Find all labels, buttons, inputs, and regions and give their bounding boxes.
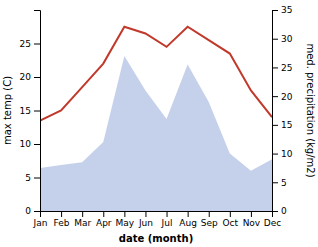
tick-mark	[34, 144, 40, 145]
tick-label: 25	[281, 63, 292, 73]
tick-label: Jul	[161, 218, 173, 228]
tick-label: 0	[25, 206, 31, 216]
y2-axis: 0 5 10 15 20 25 30 35	[272, 5, 293, 216]
tick-mark	[188, 211, 189, 217]
tick-mark	[34, 77, 40, 78]
tick-mark	[34, 111, 40, 112]
tick-mark	[145, 211, 146, 217]
tick: Mar	[74, 211, 91, 228]
tick-mark	[272, 96, 278, 97]
x-axis: Jan Feb Mar Apr MayJun Jul Aug Sep Oct NovDec	[33, 211, 282, 228]
tick-label: Dec	[264, 218, 281, 228]
tick-mark	[272, 39, 278, 40]
tick-label: Mar	[74, 218, 91, 228]
axis-line	[273, 11, 279, 212]
tick: 5	[25, 173, 40, 183]
y-axis-title: max temp (C)	[2, 76, 13, 145]
tick-mark	[124, 211, 125, 217]
tick-mark	[34, 178, 40, 179]
axis-line	[41, 212, 273, 218]
line	[40, 27, 272, 121]
tick-label: 10	[20, 139, 32, 149]
tick-label: 0	[281, 206, 287, 216]
tick: 10	[272, 149, 293, 159]
tick: 20	[272, 92, 293, 102]
tick: 25	[272, 63, 292, 73]
tick-label: Aug	[179, 218, 197, 228]
tick: Aug	[179, 211, 197, 228]
tick: 15	[20, 106, 40, 116]
tick-mark	[272, 67, 278, 68]
tick: Feb	[54, 211, 70, 228]
x-axis-title: date (month)	[119, 233, 193, 244]
tick: 0	[272, 206, 287, 216]
tick-mark	[272, 154, 278, 155]
tick-mark	[82, 211, 83, 217]
tick-mark	[61, 211, 62, 217]
tick-mark	[272, 182, 278, 183]
y2-axis-title: med. precipitation (kg/m2)	[305, 43, 316, 177]
tick: Oct	[223, 211, 239, 228]
tick-mark	[272, 125, 278, 126]
tick: 10	[20, 139, 40, 149]
tick: Apr	[96, 211, 112, 228]
tick: Jun	[138, 211, 153, 228]
tick-label: May	[116, 218, 135, 228]
tick-mark	[209, 211, 210, 217]
tick-label: 20	[281, 92, 293, 102]
tick-mark	[34, 211, 40, 212]
tick-label: 10	[281, 149, 293, 159]
tick-mark	[272, 10, 278, 11]
tick-label: Oct	[223, 218, 239, 228]
tick-label: 20	[20, 72, 32, 82]
tick: Jul	[161, 211, 173, 228]
tick-mark	[103, 211, 104, 217]
tick-label: 15	[281, 120, 292, 130]
tick: Jan	[33, 211, 48, 228]
tick: 0	[25, 206, 40, 216]
tick-label: Apr	[96, 218, 112, 228]
tick-mark	[251, 211, 252, 217]
tick-label: Feb	[54, 218, 70, 228]
tick-label: 30	[281, 34, 293, 44]
tick-mark	[167, 211, 168, 217]
tick-label: Jun	[138, 218, 153, 228]
tick: Dec	[264, 211, 281, 228]
tick: 25	[20, 39, 40, 49]
axis-line	[34, 11, 41, 212]
tick-label: 15	[20, 106, 31, 116]
tick: 20	[20, 72, 40, 82]
tick-mark	[272, 211, 278, 212]
tick: 15	[272, 120, 292, 130]
tick: 5	[272, 178, 287, 188]
tick-label: Sep	[201, 218, 218, 228]
tick-label: 25	[20, 39, 31, 49]
tick-label: 5	[25, 173, 31, 183]
tick: May	[116, 211, 135, 228]
plot-area	[40, 27, 272, 211]
tick-label: 35	[281, 5, 292, 15]
tick-label: Jan	[33, 218, 48, 228]
tick-mark	[230, 211, 231, 217]
tick-label: Nov	[243, 218, 261, 228]
tick: 30	[272, 34, 293, 44]
area	[40, 56, 272, 211]
tick: 35	[272, 5, 292, 15]
chart: JanFebMarAprMayJunJulAugSepOctNovDec0510…	[0, 0, 318, 247]
y-axis: 0 5 10 15 20 25	[20, 11, 41, 217]
tick-label: 5	[281, 178, 287, 188]
tick: Sep	[201, 211, 218, 228]
tick-mark	[34, 44, 40, 45]
tick: Nov	[243, 211, 261, 228]
